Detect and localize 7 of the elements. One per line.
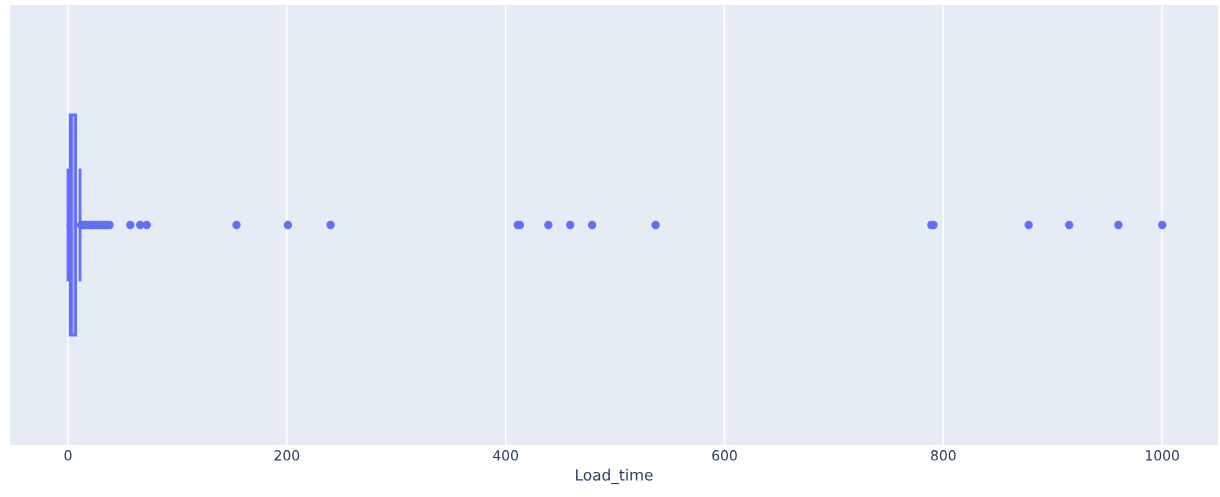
x-tick-label: 1000 bbox=[1146, 450, 1179, 461]
x-tick-label: 600 bbox=[712, 450, 737, 461]
x-tick-label: 400 bbox=[493, 450, 519, 461]
x-tick-label: 800 bbox=[931, 450, 956, 461]
x-axis-title: Load_time bbox=[576, 468, 653, 485]
x-tick-label: 0 bbox=[64, 450, 72, 461]
x-tick-label: 200 bbox=[274, 450, 300, 461]
